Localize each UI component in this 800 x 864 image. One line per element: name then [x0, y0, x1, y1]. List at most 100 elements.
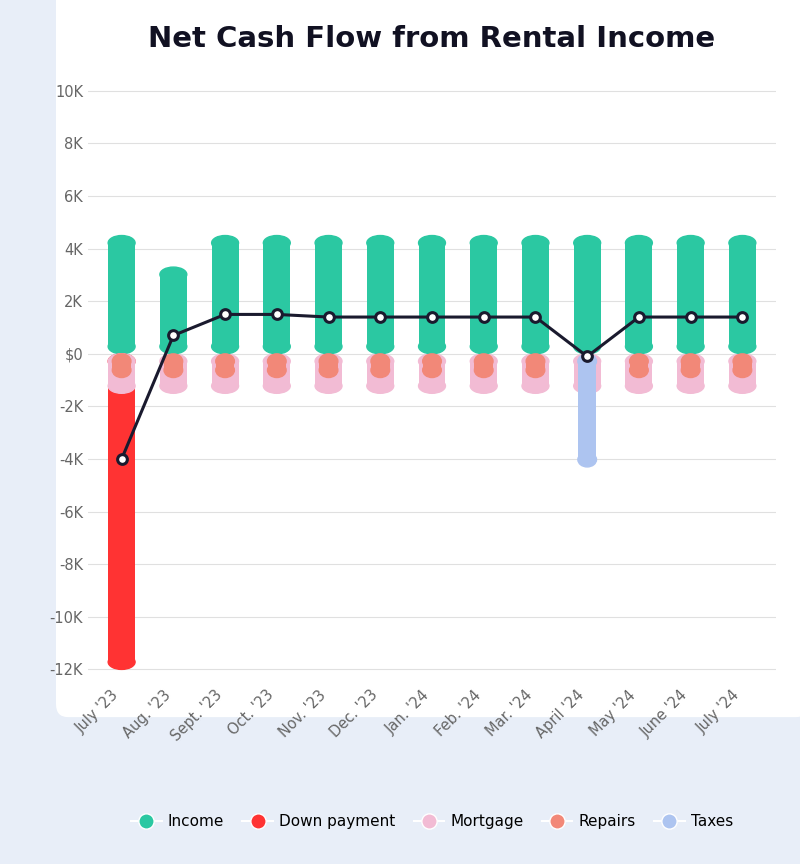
Ellipse shape: [160, 354, 187, 369]
Ellipse shape: [108, 655, 135, 670]
Bar: [474, 361, 493, 370]
Ellipse shape: [263, 236, 290, 251]
Ellipse shape: [470, 354, 497, 369]
Ellipse shape: [418, 354, 446, 369]
Ellipse shape: [371, 363, 390, 378]
Ellipse shape: [367, 378, 394, 393]
Ellipse shape: [626, 354, 652, 369]
Bar: [315, 361, 342, 386]
Ellipse shape: [733, 354, 752, 369]
Bar: [574, 243, 601, 346]
Bar: [578, 361, 597, 460]
Ellipse shape: [315, 378, 342, 393]
Ellipse shape: [526, 363, 545, 378]
Bar: [626, 243, 652, 346]
Ellipse shape: [108, 236, 135, 251]
Ellipse shape: [267, 363, 286, 378]
Ellipse shape: [626, 236, 652, 251]
Title: Net Cash Flow from Rental Income: Net Cash Flow from Rental Income: [149, 25, 715, 54]
Ellipse shape: [263, 340, 290, 354]
Bar: [729, 361, 756, 386]
Bar: [522, 243, 549, 346]
Ellipse shape: [212, 354, 238, 369]
Bar: [367, 243, 394, 346]
Bar: [626, 361, 652, 386]
Bar: [160, 275, 187, 346]
Ellipse shape: [422, 354, 442, 369]
Ellipse shape: [422, 363, 442, 378]
Ellipse shape: [164, 363, 182, 378]
Ellipse shape: [108, 340, 135, 354]
Ellipse shape: [574, 236, 601, 251]
Ellipse shape: [677, 236, 704, 251]
Bar: [371, 361, 390, 370]
Bar: [267, 361, 286, 370]
Bar: [263, 361, 290, 386]
Ellipse shape: [578, 452, 597, 467]
Bar: [315, 243, 342, 346]
Bar: [263, 243, 290, 346]
Bar: [729, 243, 756, 346]
Bar: [422, 361, 442, 370]
Ellipse shape: [315, 354, 342, 369]
Ellipse shape: [470, 236, 497, 251]
Ellipse shape: [112, 363, 131, 378]
Ellipse shape: [626, 340, 652, 354]
Ellipse shape: [474, 363, 493, 378]
Ellipse shape: [267, 354, 286, 369]
Ellipse shape: [315, 340, 342, 354]
Ellipse shape: [474, 354, 493, 369]
Bar: [682, 361, 700, 370]
Ellipse shape: [216, 363, 234, 378]
Ellipse shape: [160, 267, 187, 282]
Ellipse shape: [522, 354, 549, 369]
Ellipse shape: [367, 340, 394, 354]
Ellipse shape: [630, 363, 648, 378]
Bar: [630, 361, 648, 370]
Bar: [470, 243, 497, 346]
Ellipse shape: [729, 378, 756, 393]
Ellipse shape: [112, 354, 131, 369]
Bar: [164, 361, 182, 370]
Ellipse shape: [729, 340, 756, 354]
Bar: [574, 361, 601, 386]
Bar: [112, 361, 131, 370]
Ellipse shape: [371, 354, 390, 369]
Ellipse shape: [319, 363, 338, 378]
Ellipse shape: [418, 378, 446, 393]
Ellipse shape: [470, 378, 497, 393]
Ellipse shape: [677, 378, 704, 393]
Bar: [526, 361, 545, 370]
Ellipse shape: [108, 354, 135, 369]
Ellipse shape: [522, 236, 549, 251]
Ellipse shape: [160, 378, 187, 393]
Ellipse shape: [164, 354, 182, 369]
Bar: [212, 361, 238, 386]
Bar: [319, 361, 338, 370]
Ellipse shape: [729, 236, 756, 251]
Ellipse shape: [367, 354, 394, 369]
Ellipse shape: [263, 378, 290, 393]
Bar: [522, 361, 549, 386]
Bar: [160, 361, 187, 386]
Ellipse shape: [108, 354, 135, 369]
Bar: [418, 361, 446, 386]
Bar: [677, 361, 704, 386]
Ellipse shape: [522, 340, 549, 354]
Bar: [216, 361, 234, 370]
Bar: [108, 361, 135, 386]
Ellipse shape: [212, 340, 238, 354]
Legend: Income, Down payment, Mortgage, Repairs, Taxes: Income, Down payment, Mortgage, Repairs,…: [125, 808, 739, 835]
Ellipse shape: [677, 340, 704, 354]
Ellipse shape: [578, 354, 597, 369]
Ellipse shape: [160, 340, 187, 354]
Ellipse shape: [682, 354, 700, 369]
Ellipse shape: [682, 363, 700, 378]
Ellipse shape: [212, 378, 238, 393]
Ellipse shape: [630, 354, 648, 369]
Ellipse shape: [729, 354, 756, 369]
Ellipse shape: [626, 378, 652, 393]
Bar: [677, 243, 704, 346]
Ellipse shape: [470, 340, 497, 354]
Bar: [470, 361, 497, 386]
